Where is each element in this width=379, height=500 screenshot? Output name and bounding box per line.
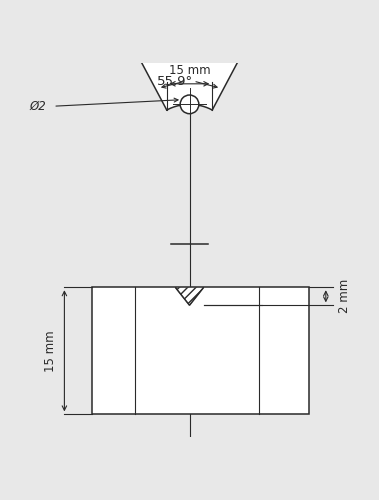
Text: 2 mm: 2 mm [338,279,351,314]
Text: Ø2: Ø2 [29,100,45,112]
Bar [92,288,309,414]
Text: 55.9°: 55.9° [157,76,193,88]
Circle shape [180,95,199,114]
Text: 15 mm: 15 mm [44,330,57,372]
Polygon shape [175,288,204,306]
Text: 15 mm: 15 mm [169,64,210,77]
Polygon shape [141,48,238,110]
